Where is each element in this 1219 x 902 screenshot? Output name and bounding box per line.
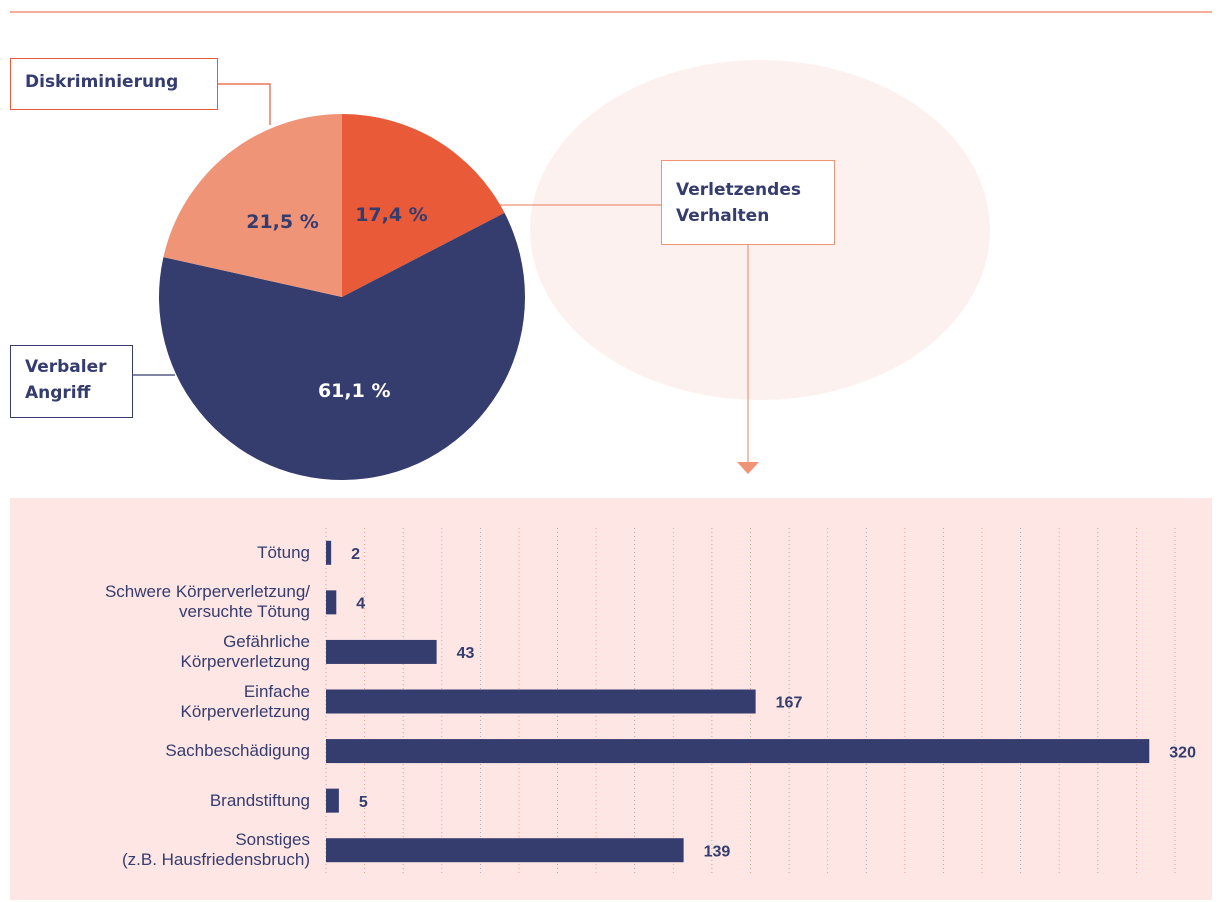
category-label: Schwere Körperverletzung/ versuchte Tötu…	[105, 582, 310, 622]
bar	[326, 541, 331, 565]
bar	[326, 690, 756, 714]
value-label: 5	[359, 794, 368, 811]
value-label: 167	[776, 695, 803, 712]
value-label: 2	[351, 546, 360, 563]
pie: 17,4 % 61,1 % 21,5 %	[159, 114, 525, 480]
value-label: 139	[704, 843, 731, 860]
bar	[326, 789, 339, 813]
value-label: 4	[356, 596, 365, 613]
page: 17,4 % 61,1 % 21,5 % 2 4 43 167 320 5 139 Diskri…	[0, 0, 1219, 902]
category-label: Brandstiftung	[210, 791, 310, 811]
value-label: 43	[457, 645, 475, 662]
category-label: Gefährliche Körperverletzung	[181, 632, 310, 672]
arrow-head	[737, 462, 759, 474]
chart: 17,4 % 61,1 % 21,5 % 2 4 43 167 320 5 139	[0, 0, 1219, 902]
callout: Diskriminierung	[10, 58, 218, 110]
category-label: Tötung	[257, 543, 310, 563]
bar	[326, 590, 336, 614]
slice-label: 21,5 %	[246, 211, 319, 233]
bar	[326, 838, 684, 862]
value-label: 320	[1169, 744, 1196, 761]
slice-label: 61,1 %	[318, 380, 391, 402]
category-label: Sachbeschädigung	[165, 741, 310, 761]
slice-label: 17,4 %	[355, 204, 428, 226]
bar	[326, 640, 437, 664]
bar	[326, 739, 1149, 763]
category-label: Einfache Körperverletzung	[181, 682, 310, 722]
callout: Verletzendes Verhalten	[661, 160, 835, 245]
category-label: Sonstiges (z.B. Hausfriedensbruch)	[122, 830, 310, 870]
connector	[218, 84, 270, 125]
callout: Verbaler Angriff	[10, 345, 133, 418]
